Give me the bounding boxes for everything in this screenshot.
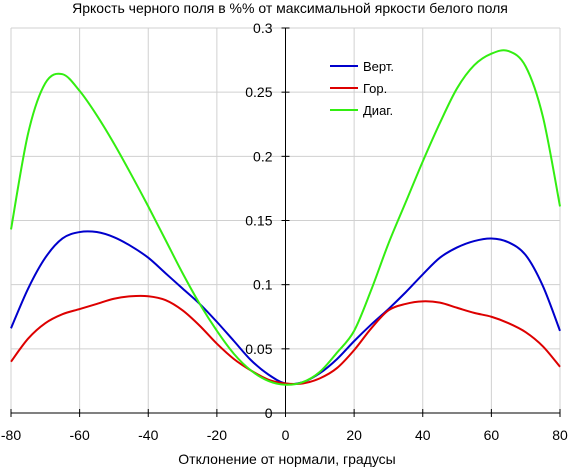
x-tick-label: -80: [1, 427, 21, 443]
legend-label: Гор.: [363, 81, 387, 96]
x-tick-label: 0: [282, 427, 290, 443]
y-tick-label: 0: [265, 405, 273, 421]
x-axis-title: Отклонение от нормали, градусы: [178, 451, 395, 467]
x-tick-label: -40: [138, 427, 158, 443]
x-tick-label: 60: [484, 427, 500, 443]
legend-label: Диаг.: [363, 103, 393, 118]
y-tick-label: 0.1: [253, 277, 273, 293]
x-tick-label: 20: [346, 427, 362, 443]
y-tick-label: 0.15: [245, 213, 272, 229]
axes: [10, 27, 561, 417]
x-tick-label: 40: [415, 427, 431, 443]
series-line: [10, 294, 561, 386]
x-tick-label: 80: [552, 427, 568, 443]
y-tick-label: 0.05: [245, 341, 272, 357]
x-tick-label: -20: [207, 427, 227, 443]
y-tick-label: 0.2: [253, 148, 273, 164]
legend: Верт. Гор. Диаг.: [330, 59, 394, 118]
legend-label: Верт.: [363, 59, 394, 74]
y-tick-label: 0.25: [245, 84, 272, 100]
y-tick-label: 0.3: [253, 20, 273, 36]
x-tick-label: -60: [70, 427, 90, 443]
series-line: [10, 49, 561, 386]
chart-title: Яркость черного поля в %% от максимально…: [72, 0, 508, 16]
tick-labels: 0 0.05 0.1 0.15 0.2 0.25 0.3 -80 -60 -40 -20 0 20 40 6…: [1, 20, 568, 443]
series-lines: [10, 49, 561, 386]
